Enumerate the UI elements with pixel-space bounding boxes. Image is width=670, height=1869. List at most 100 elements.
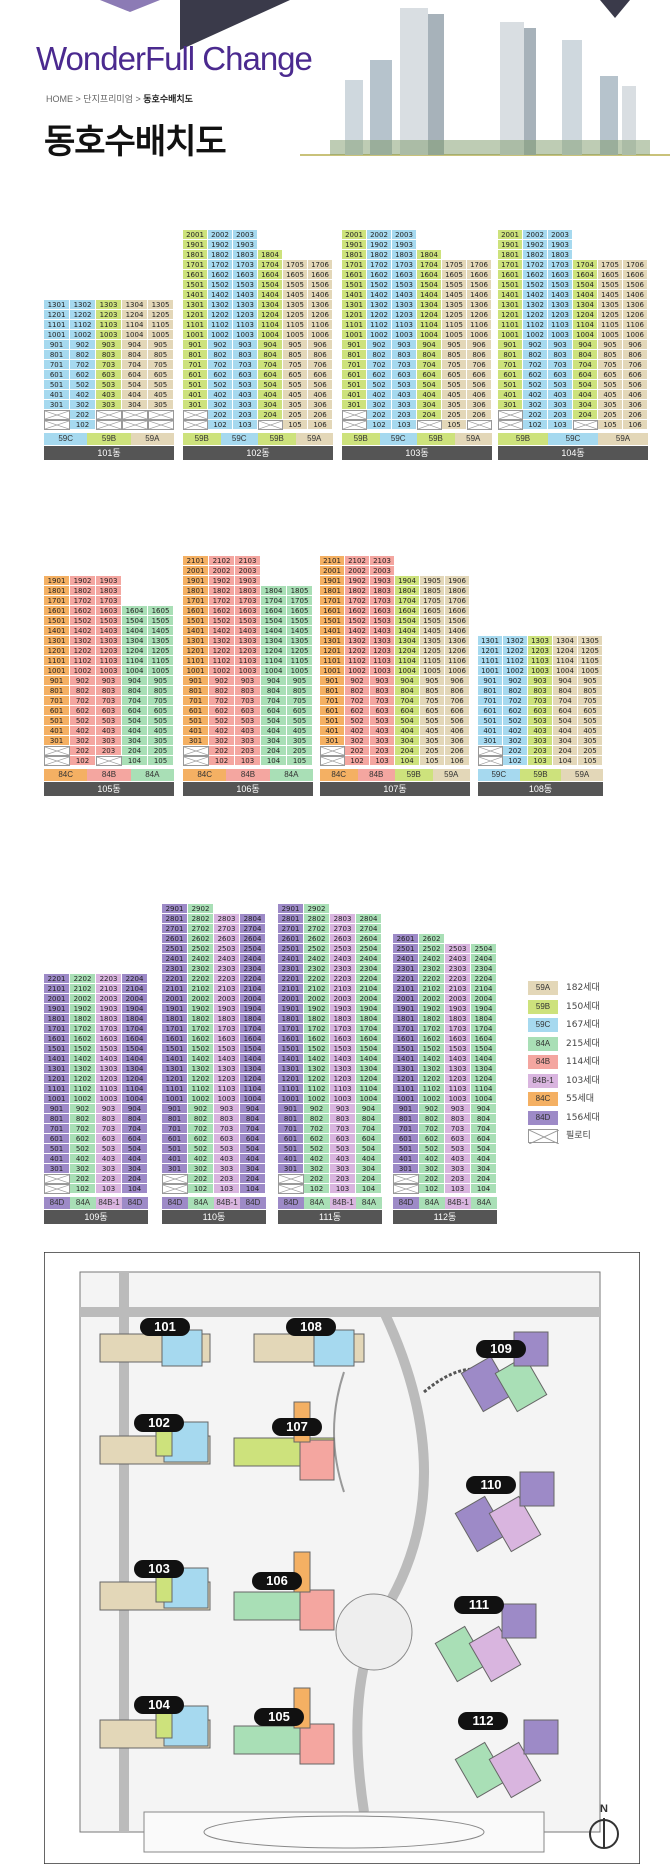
unit-cell: 206 [445, 746, 470, 756]
unit-cell: 801 [320, 686, 345, 696]
unit-cell: 402 [70, 1154, 96, 1164]
unit-cell: 2803 [330, 914, 356, 924]
unit-cell: 1406 [623, 290, 648, 300]
unit-cell: 503 [528, 716, 553, 726]
unit-cell: 102 [188, 1184, 214, 1194]
unit-cell: 103 [370, 756, 395, 766]
site-building-105[interactable]: 105 [233, 1687, 335, 1765]
unit-cell: 401 [183, 726, 209, 736]
unit-cell: 1505 [148, 616, 174, 626]
unit-cell: 401 [44, 1154, 70, 1164]
unit-cell: 404 [553, 726, 578, 736]
site-building-101[interactable]: 101 [99, 1318, 211, 1367]
unit-cell: 2701 [278, 924, 304, 934]
site-building-108[interactable]: 108 [253, 1318, 365, 1367]
unit-cell: 501 [162, 1144, 188, 1154]
decor-triangle [100, 0, 160, 12]
unit-cell: 602 [345, 706, 370, 716]
pilotis-cell [183, 410, 208, 420]
unit-cell: 905 [578, 676, 603, 686]
unit-cell: 302 [419, 1164, 445, 1174]
unit-cell: 1001 [44, 1094, 70, 1104]
unit-cell: 302 [70, 1164, 96, 1174]
unit-cell: 1005 [148, 666, 174, 676]
site-building-109[interactable]: 109 [460, 1331, 549, 1413]
unit-cell: 306 [308, 400, 333, 410]
unit-cell: 2503 [214, 944, 240, 954]
unit-cell: 2201 [278, 974, 304, 984]
unit-cell: 1704 [573, 260, 598, 270]
unit-cell: 706 [308, 360, 333, 370]
unit-cell: 106 [308, 420, 333, 430]
unit-cell: 704 [356, 1124, 382, 1134]
unit-cell: 1502 [209, 616, 235, 626]
unit-cell: 1604 [261, 606, 287, 616]
unit-cell: 1504 [240, 1044, 266, 1054]
unit-cell: 305 [283, 400, 308, 410]
unit-cell: 401 [342, 390, 367, 400]
unit-cell: 104 [122, 1184, 148, 1194]
unit-cell: 2304 [356, 964, 382, 974]
unit-cell: 1001 [478, 666, 503, 676]
unit-cell: 404 [417, 390, 442, 400]
unit-cell: 1605 [420, 606, 445, 616]
pilotis-cell [573, 420, 598, 430]
unit-cell: 1004 [471, 1094, 497, 1104]
unit-cell: 1103 [96, 656, 122, 666]
unit-cell: 1004 [122, 666, 148, 676]
site-building-107[interactable]: 107 [233, 1401, 335, 1481]
unit-cell: 1304 [573, 300, 598, 310]
site-building-104[interactable]: 104 [99, 1696, 211, 1749]
unit-cell: 1804 [261, 586, 287, 596]
unit-cell: 1102 [419, 1084, 445, 1094]
unit-cell: 103 [233, 420, 258, 430]
unit-cell: 803 [445, 1114, 471, 1124]
unit-cell: 205 [420, 746, 445, 756]
unit-cell: 701 [320, 696, 345, 706]
legend-label: 114세대 [566, 1057, 600, 1067]
unit-cell: 203 [214, 1174, 240, 1184]
unit-cell: 1702 [208, 260, 233, 270]
unit-cell: 605 [148, 706, 174, 716]
unit-cell: 305 [148, 400, 174, 410]
building-name: 101동 [44, 446, 174, 460]
unit-cell: 1301 [478, 636, 503, 646]
unit-cell: 2602 [188, 934, 214, 944]
unit-cell: 603 [96, 370, 122, 380]
site-building-110[interactable]: 110 [454, 1471, 555, 1553]
unit-cell: 1202 [70, 310, 96, 320]
unit-cell: 1103 [445, 1084, 471, 1094]
unit-cell: 1901 [393, 1004, 419, 1014]
unit-cell: 603 [330, 1134, 356, 1144]
unit-cell: 1003 [548, 330, 573, 340]
site-building-106[interactable]: 106 [233, 1551, 335, 1631]
unit-cell: 1201 [44, 646, 70, 656]
unit-cell: 1403 [392, 290, 417, 300]
unit-cell: 205 [148, 746, 174, 756]
unit-cell: 701 [162, 1124, 188, 1134]
unit-cell: 403 [96, 390, 122, 400]
site-building-111[interactable]: 111 [434, 1596, 537, 1683]
unit-cell: 1004 [573, 330, 598, 340]
site-building-112[interactable]: 112 [454, 1712, 559, 1799]
site-building-102[interactable]: 102 [99, 1414, 211, 1465]
site-label: 112 [473, 1713, 494, 1728]
unit-cell: 1802 [209, 586, 235, 596]
breadcrumb-home[interactable]: HOME [46, 94, 73, 104]
unit-cell: 1004 [553, 666, 578, 676]
unit-cell: 2302 [188, 964, 214, 974]
unit-cell: 802 [345, 686, 370, 696]
unit-cell: 1203 [233, 310, 258, 320]
unit-cell: 2901 [278, 904, 304, 914]
unit-cell: 102 [304, 1184, 330, 1194]
breadcrumb-section[interactable]: 단지프리미엄 [83, 94, 133, 104]
site-building-103[interactable]: 103 [99, 1560, 211, 1611]
unit-cell: 801 [183, 350, 208, 360]
unit-cell: 503 [330, 1144, 356, 1154]
unit-cell: 1403 [548, 290, 573, 300]
unit-cell: 1102 [208, 320, 233, 330]
unit-cell: 703 [96, 360, 122, 370]
unit-cell: 1405 [442, 290, 467, 300]
unit-cell: 902 [70, 340, 96, 350]
unit-cell: 1902 [367, 240, 392, 250]
